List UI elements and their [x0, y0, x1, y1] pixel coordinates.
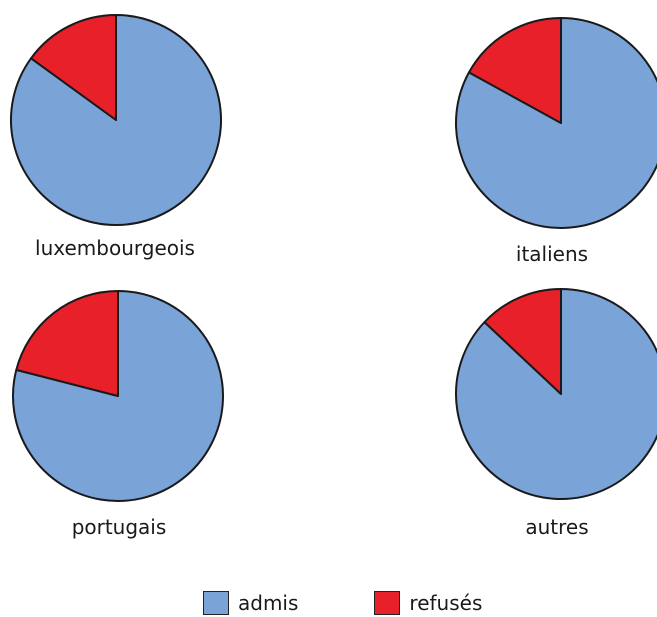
pie-slice-refuses-portugais: [15, 290, 119, 397]
pie-slice-admis-autres: [455, 288, 657, 500]
pie-label-autres: autres: [525, 515, 589, 539]
pie-label-italiens: italiens: [515, 242, 589, 266]
pie-slice-admis-portugais: [12, 290, 224, 502]
pie-label-portugais: portugais: [71, 515, 167, 539]
legend-swatch-admis: [203, 591, 229, 615]
legend-label-admis: admis: [238, 591, 299, 615]
legend: admis refusés: [203, 589, 482, 617]
pie-slice-refuses-autres: [483, 288, 562, 395]
pie-slice-refuses-italiens: [467, 17, 562, 124]
legend-item-refuses: refusés: [374, 591, 482, 615]
pie-slice-admis-italiens: [455, 17, 657, 229]
legend-item-admis: admis: [203, 591, 298, 615]
pie-label-luxembourgeois: luxembourgeois: [35, 236, 195, 260]
legend-label-refuses: refusés: [409, 591, 483, 615]
pie-slice-refuses-luxembourgeois: [30, 14, 117, 121]
legend-swatch-refuses: [374, 591, 401, 615]
